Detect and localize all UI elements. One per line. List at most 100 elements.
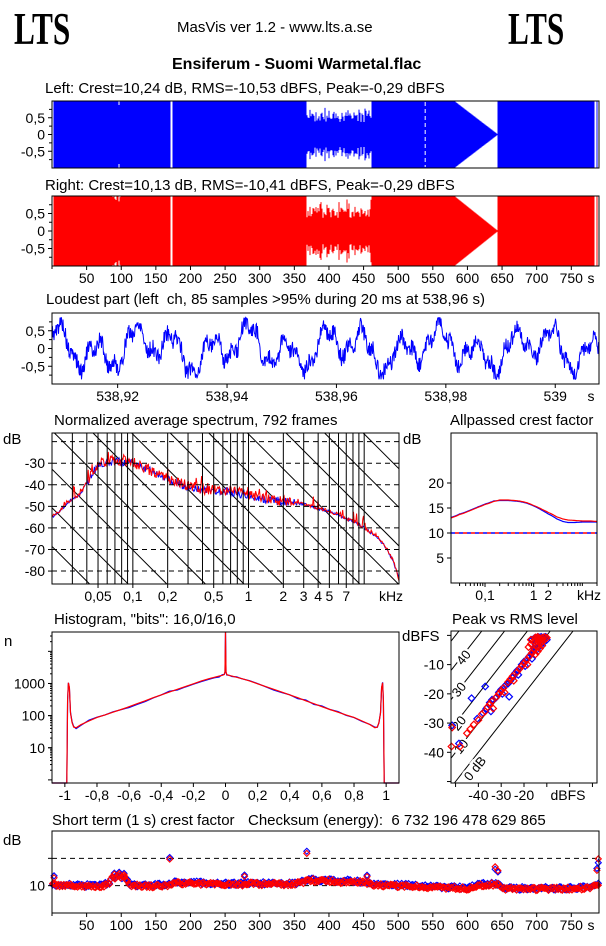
svg-text:s: s <box>588 270 595 286</box>
svg-text:1: 1 <box>530 587 538 603</box>
svg-text:3: 3 <box>300 588 308 604</box>
track-title: Ensiferum - Suomi Warmetal.flac <box>172 56 422 73</box>
svg-text:1: 1 <box>245 588 253 604</box>
svg-text:400: 400 <box>317 270 341 286</box>
svg-text:50: 50 <box>79 917 95 933</box>
loudest-part-plot: 538,92 538,94 538,96 538,98 539 0,5 0-0,5 s <box>21 312 600 404</box>
spectrum-plot: 0,05 0,1 0,2 0,5 1 2 3 4 5 7 -30 -40 -50 -60 -70 -80 kHz <box>25 432 403 604</box>
svg-text:7: 7 <box>342 588 350 604</box>
svg-text:0,1: 0,1 <box>123 588 143 604</box>
spectrum-title: Normalized average spectrum, 792 frames <box>54 412 338 429</box>
lts-logo-right: LTS <box>508 3 565 54</box>
svg-text:300: 300 <box>248 917 272 933</box>
svg-text:-40: -40 <box>25 477 45 493</box>
svg-text:650: 650 <box>490 917 514 933</box>
svg-text:-70: -70 <box>25 541 45 557</box>
svg-text:10: 10 <box>29 878 45 894</box>
svg-text:10: 10 <box>29 740 45 756</box>
svg-text:1000: 1000 <box>14 675 45 691</box>
svg-text:350: 350 <box>283 917 307 933</box>
svg-text:200: 200 <box>179 917 203 933</box>
svg-text:100: 100 <box>110 917 134 933</box>
svg-text:250: 250 <box>213 917 237 933</box>
svg-text:10: 10 <box>428 525 444 541</box>
svg-text:-20: -20 <box>424 686 444 702</box>
svg-text:4: 4 <box>314 588 322 604</box>
peak-dbfs-label: dBFS <box>402 628 440 645</box>
svg-text:0 dB: 0 dB <box>461 753 489 783</box>
svg-text:-1: -1 <box>59 787 72 803</box>
spectrum-db-label: dB <box>3 431 22 448</box>
svg-text:5: 5 <box>325 588 333 604</box>
svg-text:0,8: 0,8 <box>344 787 364 803</box>
svg-text:0,2: 0,2 <box>248 787 268 803</box>
svg-text:-0,4: -0,4 <box>149 787 173 803</box>
svg-text:200: 200 <box>179 270 203 286</box>
app-version: MasVis ver 1.2 - www.lts.a.se <box>177 19 373 36</box>
svg-text:-30: -30 <box>491 787 511 803</box>
svg-text:0,5: 0,5 <box>26 323 46 339</box>
svg-text:0: 0 <box>37 223 45 239</box>
svg-text:500: 500 <box>387 270 411 286</box>
svg-text:s: s <box>588 917 595 933</box>
svg-text:kHz: kHz <box>379 588 403 604</box>
histogram-title: Histogram, "bits": 16,0/16,0 <box>54 611 236 628</box>
svg-text:600: 600 <box>456 917 480 933</box>
svg-text:2: 2 <box>279 588 287 604</box>
svg-text:250: 250 <box>213 270 237 286</box>
svg-text:0: 0 <box>222 787 230 803</box>
svg-text:538,92: 538,92 <box>96 388 139 404</box>
svg-text:-60: -60 <box>25 520 45 536</box>
svg-text:0,05: 0,05 <box>84 588 111 604</box>
svg-text:-0,5: -0,5 <box>21 143 45 159</box>
svg-text:0,5: 0,5 <box>26 110 46 126</box>
svg-text:-0,8: -0,8 <box>85 787 109 803</box>
svg-text:-0,2: -0,2 <box>181 787 205 803</box>
allpassed-title: Allpassed crest factor <box>450 412 594 429</box>
svg-text:750: 750 <box>560 270 584 286</box>
svg-text:538,96: 538,96 <box>315 388 358 404</box>
svg-text:500: 500 <box>387 917 411 933</box>
svg-text:539: 539 <box>544 388 568 404</box>
short-term-crest-title: Short term (1 s) crest factor <box>52 812 235 829</box>
svg-text:0,4: 0,4 <box>280 787 300 803</box>
svg-text:1: 1 <box>382 787 390 803</box>
peak-vs-rms-title: Peak vs RMS level <box>452 611 578 628</box>
svg-text:-40: -40 <box>468 787 488 803</box>
svg-text:150: 150 <box>144 917 168 933</box>
svg-text:dBFS: dBFS <box>550 787 585 803</box>
svg-text:-80: -80 <box>25 563 45 579</box>
svg-text:0: 0 <box>37 341 45 357</box>
svg-text:538,94: 538,94 <box>206 388 249 404</box>
svg-text:-20: -20 <box>514 787 534 803</box>
svg-text:5: 5 <box>436 550 444 566</box>
svg-text:0: 0 <box>37 127 45 143</box>
svg-text:-0,5: -0,5 <box>21 358 45 374</box>
allpassed-db-label: dB <box>403 431 422 448</box>
svg-text:-30: -30 <box>25 455 45 471</box>
checksum-label: Checksum (energy): 6 732 196 478 629 865 <box>248 812 546 829</box>
svg-text:30: 30 <box>449 679 470 700</box>
svg-text:550: 550 <box>421 917 445 933</box>
histogram-plot: -1 -0,8 -0,6 -0,4 -0,2 0 0,2 0,4 0,6 0,8 1 10 100 100… <box>14 631 400 803</box>
svg-text:-50: -50 <box>25 498 45 514</box>
svg-text:50: 50 <box>79 270 95 286</box>
svg-text:150: 150 <box>144 270 168 286</box>
svg-text:-0,5: -0,5 <box>21 241 45 257</box>
histogram-n-label: n <box>4 633 13 650</box>
svg-text:-30: -30 <box>424 715 444 731</box>
svg-text:s: s <box>588 388 595 404</box>
svg-text:750: 750 <box>560 917 584 933</box>
allpassed-crest-plot: 0,1 1 2 5 10 15 20 kHz <box>428 432 601 603</box>
svg-text:-40: -40 <box>424 744 444 760</box>
svg-text:0,2: 0,2 <box>158 588 178 604</box>
svg-text:450: 450 <box>352 270 376 286</box>
svg-text:-10: -10 <box>424 657 444 673</box>
svg-text:2: 2 <box>544 587 552 603</box>
shortterm-db-label: dB <box>3 832 22 849</box>
svg-text:100: 100 <box>110 270 134 286</box>
svg-text:20: 20 <box>428 475 444 491</box>
svg-text:700: 700 <box>525 917 549 933</box>
